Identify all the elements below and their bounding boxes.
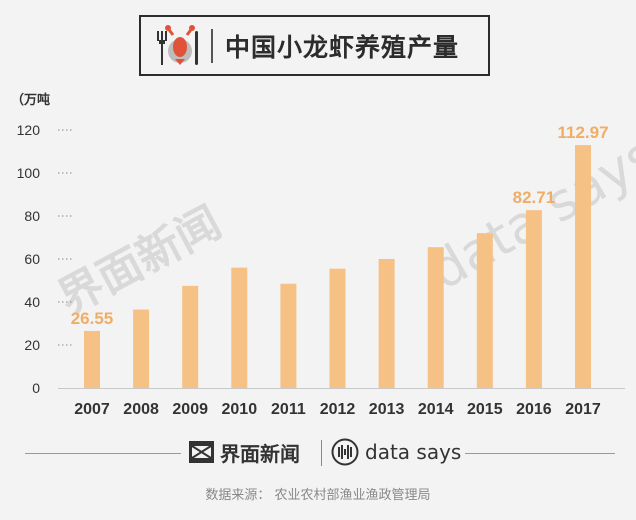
- data-label-2016: 82.71: [513, 188, 556, 207]
- footer-divider-left: [25, 453, 181, 454]
- jiemian-brand-name: 界面新闻: [220, 441, 300, 466]
- x-tick-label: 2017: [565, 401, 601, 418]
- x-tick-label: 2014: [418, 401, 454, 418]
- bar-2010: [231, 267, 248, 388]
- bar-2011: [280, 283, 297, 388]
- chart-title-box: 中国小龙虾养殖产量: [139, 15, 490, 76]
- y-axis-unit-label: （万吨: [11, 92, 50, 108]
- x-tick-label: 2013: [369, 401, 405, 418]
- y-tick-label: 0: [32, 380, 40, 396]
- bar-2012: [329, 268, 346, 388]
- bar-2013: [378, 259, 395, 388]
- bar-chart: （万吨 0 20 40 60 80 100 120 2007 26.55 2008 2009 2010 2…: [11, 92, 625, 418]
- bar-2009: [182, 285, 199, 388]
- x-tick-label: 2012: [320, 401, 356, 418]
- y-tick-label: 80: [24, 208, 40, 224]
- brand-divider: [321, 440, 322, 466]
- data-label-2017: 112.97: [557, 123, 608, 142]
- jiemian-brand: 界面新闻: [189, 437, 300, 467]
- bar-2016: [525, 210, 542, 388]
- x-tick-label: 2015: [467, 401, 503, 418]
- bar-2008: [133, 309, 150, 388]
- footer-divider-right: [465, 453, 615, 454]
- x-tick-label: 2016: [516, 401, 552, 418]
- bar-2015: [476, 233, 493, 388]
- data-label-2007: 26.55: [71, 309, 114, 328]
- x-tick-label: 2009: [172, 401, 208, 418]
- lobster-plate-icon: [157, 25, 198, 65]
- y-tick-label: 20: [24, 337, 40, 353]
- y-tick-label: 60: [24, 251, 40, 267]
- chart-title: 中国小龙虾养殖产量: [225, 33, 460, 62]
- bar-2014: [427, 247, 444, 388]
- bar-2007: [84, 330, 100, 388]
- jiemian-logo-icon: [189, 441, 214, 463]
- x-tick-label: 2008: [123, 401, 159, 418]
- y-tick-label: 120: [17, 122, 41, 138]
- x-tick-label: 2010: [222, 401, 258, 418]
- data-source: 数据来源： 农业农村部渔业渔政管理局: [205, 488, 431, 503]
- datasays-brand-name: data says: [365, 440, 462, 464]
- title-divider: [211, 29, 213, 63]
- y-tick-label: 100: [17, 165, 41, 181]
- x-tick-label: 2007: [74, 401, 110, 418]
- bar-2017: [575, 145, 591, 388]
- x-tick-label: 2011: [271, 401, 306, 418]
- datasays-logo-icon: [331, 438, 359, 466]
- datasays-brand: data says: [331, 437, 461, 467]
- y-tick-label: 40: [24, 294, 40, 310]
